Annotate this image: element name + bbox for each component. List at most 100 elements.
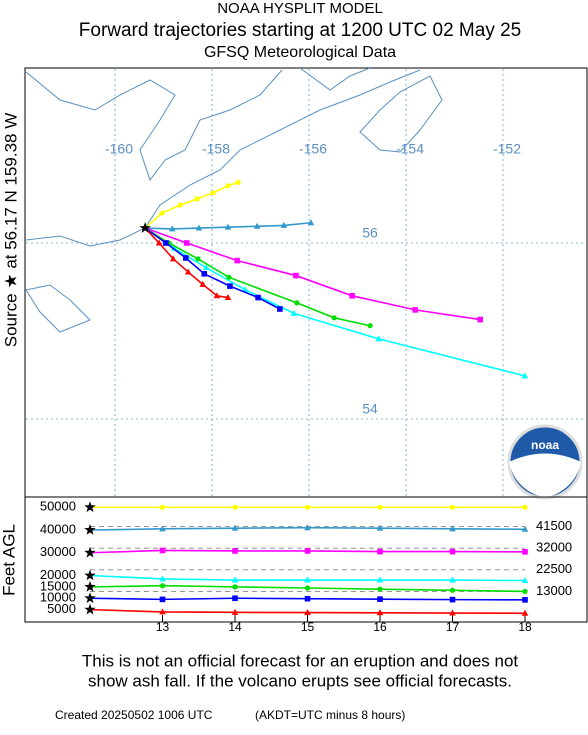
trajectory-point xyxy=(159,210,165,216)
y-tick-label: 20000 xyxy=(40,567,76,582)
height-point xyxy=(449,576,456,583)
height-point xyxy=(522,597,528,603)
y-tick-label: 50000 xyxy=(40,499,76,514)
trajectory-point xyxy=(183,240,190,246)
height-point xyxy=(159,504,166,510)
y-axis-label: Feet AGL xyxy=(0,524,18,596)
trajectory-point xyxy=(280,221,288,228)
height-point xyxy=(521,609,529,616)
trajectory-point xyxy=(224,223,232,230)
source-label: Source ★ at 56.17 N 159.38 W xyxy=(1,113,20,347)
trajectory-point xyxy=(331,315,337,321)
height-point xyxy=(449,548,456,555)
trajectory-point xyxy=(241,286,249,293)
y-tick-label: 10000 xyxy=(40,590,76,605)
height-frame xyxy=(24,496,588,623)
trajectory-point xyxy=(195,256,201,262)
height-point xyxy=(231,576,239,583)
disclaimer: This is not an official forecast for an … xyxy=(82,651,519,670)
x-tick-label: 14 xyxy=(228,620,242,634)
height-start-star xyxy=(84,524,96,535)
trajectory-point xyxy=(294,300,300,306)
trajectory-point xyxy=(293,272,299,279)
noaa-logo: noaa xyxy=(507,424,583,500)
trajectory-point xyxy=(177,202,183,208)
height-point xyxy=(232,548,238,554)
lat-label: 54 xyxy=(362,401,378,417)
y2-tick-label: 41500 xyxy=(536,518,572,533)
height-point xyxy=(449,596,456,603)
y2-tick-label: 32000 xyxy=(536,540,572,555)
lon-label: -156 xyxy=(299,141,327,157)
height-point xyxy=(232,504,238,510)
height-point xyxy=(521,525,529,532)
height-point xyxy=(376,576,384,583)
trajectory-point xyxy=(155,239,163,246)
trajectory-point xyxy=(307,219,315,226)
trajectory-point xyxy=(225,183,231,189)
lon-label: -152 xyxy=(493,141,521,157)
coastline xyxy=(25,67,443,333)
trajectory-point xyxy=(201,271,208,277)
height-point xyxy=(232,595,238,602)
height-point xyxy=(231,608,239,615)
height-point xyxy=(377,586,383,592)
subtitle: GFSQ Meteorological Data xyxy=(204,44,396,61)
height-point xyxy=(304,548,311,554)
height-point xyxy=(376,609,384,616)
y2-tick-label: 13000 xyxy=(536,583,572,598)
svg-text:noaa: noaa xyxy=(531,438,559,452)
x-tick-label: 16 xyxy=(373,620,387,634)
height-point xyxy=(521,577,529,584)
y-tick-label: 30000 xyxy=(40,544,76,559)
height-point xyxy=(159,525,166,532)
trajectory-point xyxy=(521,372,529,379)
height-point xyxy=(449,525,456,532)
height-start-star xyxy=(84,592,96,604)
height-point xyxy=(377,596,383,602)
trajectory-point xyxy=(213,292,221,299)
height-point xyxy=(304,576,311,583)
trajectory-point xyxy=(253,222,261,229)
height-point xyxy=(449,587,456,593)
x-tick-label: 17 xyxy=(446,620,460,634)
height-start-star xyxy=(84,603,96,615)
x-tick-label: 13 xyxy=(156,620,170,634)
trajectory-point xyxy=(226,274,232,280)
height-point xyxy=(304,595,311,602)
disclaimer: show ash fall. If the volcano erupts see… xyxy=(88,671,512,690)
trajectory-point xyxy=(255,294,261,301)
x-tick-label: 18 xyxy=(518,620,532,634)
trajectory-point xyxy=(163,240,169,246)
height-point xyxy=(377,504,383,510)
trajectory-point xyxy=(290,309,298,316)
lon-label: -160 xyxy=(105,141,133,157)
y-tick-label: 40000 xyxy=(40,521,76,536)
height-point xyxy=(159,575,166,582)
trajectory-point xyxy=(184,268,192,275)
height-point xyxy=(159,547,166,554)
lon-label: -158 xyxy=(202,141,230,157)
trajectory-point xyxy=(199,280,207,287)
trajectory-point xyxy=(235,179,241,185)
title: NOAA HYSPLIT MODEL xyxy=(217,0,383,17)
height-point xyxy=(522,549,528,555)
height-point xyxy=(232,584,238,590)
created: Created 20250502 1006 UTC xyxy=(55,708,213,722)
height-point xyxy=(522,504,528,510)
height-start-star xyxy=(84,501,96,513)
trajectory-point xyxy=(375,335,383,342)
height-point xyxy=(449,609,456,616)
height-point xyxy=(377,548,383,555)
x-tick-label: 15 xyxy=(301,620,315,634)
title: Forward trajectories starting at 1200 UT… xyxy=(79,20,521,41)
trajectory-point xyxy=(168,225,176,232)
height-point xyxy=(159,608,166,615)
y-tick-label: 5000 xyxy=(47,601,76,616)
y-tick-label: 15000 xyxy=(40,578,76,593)
y2-tick-label: 22500 xyxy=(536,561,572,576)
trajectory-point xyxy=(349,293,355,299)
height-point xyxy=(159,596,166,603)
height-start-star xyxy=(84,546,96,558)
